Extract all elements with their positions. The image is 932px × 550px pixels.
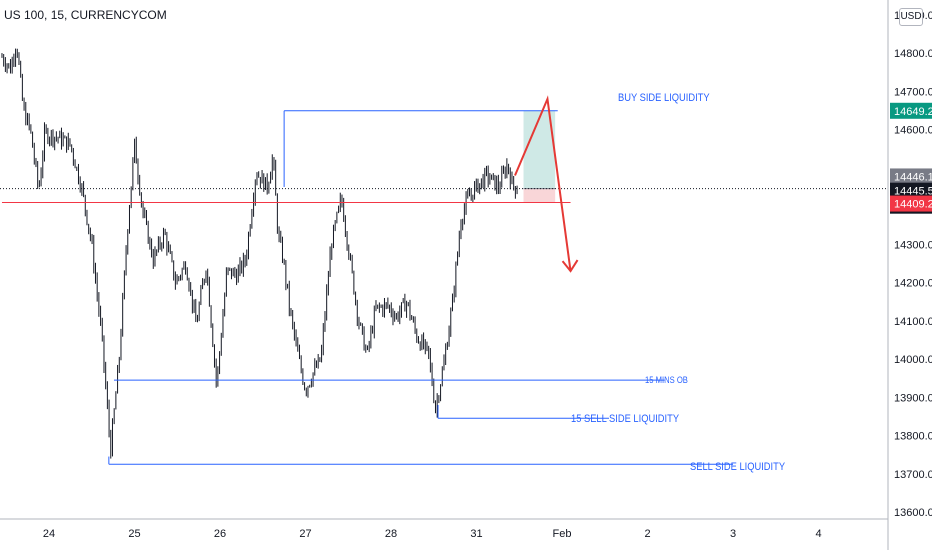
projection-path [514,95,572,272]
position-loss-zone [523,188,556,203]
price-tag-label: 14445.5 [894,186,932,198]
price-tag-label: 14649.2 [894,106,932,118]
price-tick-label: 13700.0 [894,469,932,481]
time-tick-label: 25 [128,528,140,540]
price-tag-label: 14409.2 [894,199,932,211]
level-label: 15 SELL SIDE LIQUIDITY [571,413,679,425]
level-label: 15 MINS OB [645,374,688,385]
projection-arrowhead [561,259,579,273]
time-tick-label: 31 [470,528,482,540]
time-tick-label: 3 [730,528,736,540]
price-tick-label: 14000.0 [894,354,932,366]
level-label: BUY SIDE LIQUIDITY [618,92,710,104]
price-tag-bg [890,102,932,119]
price-tick-label: 14300.0 [894,239,932,251]
price-tick-label: 14100.0 [894,316,932,328]
time-tick-label: Feb [553,528,572,540]
price-tick-label: 14800.0 [894,48,932,60]
time-tick-label: 2 [644,528,650,540]
price-tick-label: 14600.0 [894,125,932,137]
price-tick-label: 13900.0 [894,392,932,404]
price-tag-bg [890,168,932,185]
chart-symbol-title: US 100, 15, CURRENCYCOM [4,8,167,22]
price-tag-bg [890,182,932,199]
price-tag-label: 14446.1 [894,171,932,183]
time-tick-label: 26 [214,528,226,540]
price-tick-label: 14200.0 [894,278,932,290]
time-tick-label: 24 [43,528,55,540]
price-tag-bg [890,195,932,212]
time-tick-label: 27 [299,528,311,540]
price-tick-label: 13600.0 [894,507,932,519]
time-tick-label: 4 [815,528,821,540]
level-label: SELL SIDE LIQUIDITY [690,461,785,473]
plot-area [0,0,888,519]
time-tick-label: 28 [385,528,397,540]
price-tick-label: 14700.0 [894,86,932,98]
price-tick-label: 13800.0 [894,431,932,443]
currency-button[interactable]: USD [899,8,923,26]
